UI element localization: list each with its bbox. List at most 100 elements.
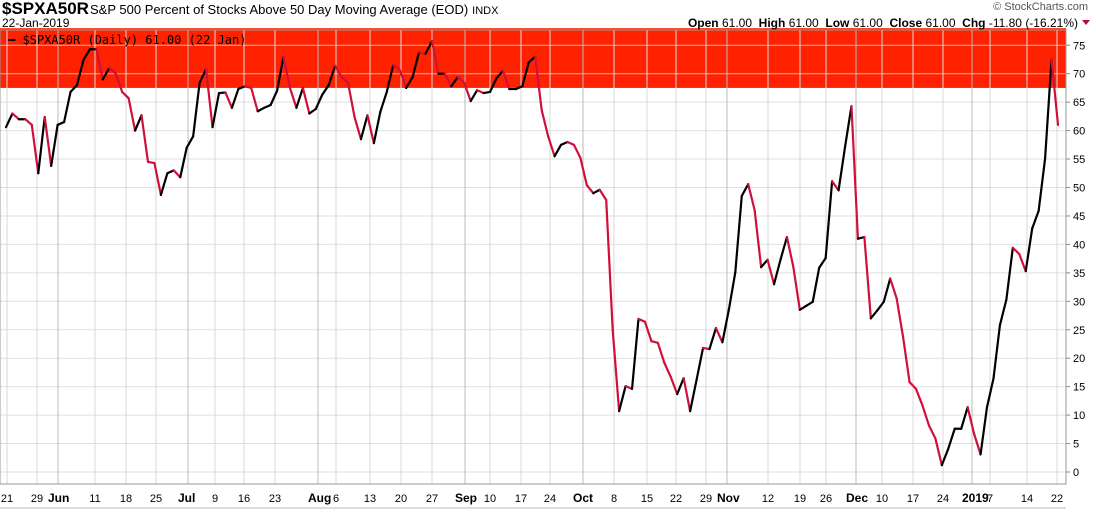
x-tick-label: Sep (455, 491, 477, 505)
x-tick-label: 29 (31, 493, 43, 505)
series-segment (430, 40, 440, 75)
series-segment (1050, 58, 1060, 127)
series-segment (379, 90, 388, 113)
series-segment (185, 135, 195, 149)
series-segment (611, 328, 621, 413)
series-segment (985, 377, 995, 409)
x-tick-label: 20 (395, 493, 407, 505)
series-segment (831, 180, 840, 192)
series-segment (721, 308, 730, 344)
series-segment (101, 66, 111, 81)
series-segment (630, 317, 640, 391)
legend-text: $SPXA50R (Daily) 61.00 (22 Jan) (22, 33, 247, 47)
series-segment (456, 76, 466, 84)
series-segment (224, 91, 233, 109)
series-segment (1024, 227, 1034, 273)
x-tick-label: 10 (876, 493, 888, 505)
series-segment (927, 424, 937, 440)
high-label: High (758, 16, 786, 30)
y-tick-label: 20 (1073, 353, 1085, 365)
series-segment (121, 90, 130, 100)
series-segment (127, 97, 137, 132)
series-segment (469, 89, 479, 103)
x-tick-label: Dec (846, 491, 868, 505)
x-tick-label: 27 (426, 493, 438, 505)
series-segment (585, 184, 595, 195)
x-tick-label: 29 (700, 493, 712, 505)
x-tick-label: 22 (1051, 493, 1063, 505)
series-segment (172, 169, 182, 179)
series-segment (592, 188, 601, 195)
series-segment (82, 48, 92, 62)
series-segment (237, 85, 246, 91)
series-segment (30, 123, 40, 175)
y-tick-label: 55 (1073, 154, 1085, 166)
series-segment (392, 64, 401, 71)
series-segment (314, 93, 324, 111)
series-segment (75, 58, 85, 87)
series-segment (553, 143, 563, 158)
series-segment (972, 432, 982, 456)
x-tick-label: 23 (269, 493, 281, 505)
series-segment (527, 55, 537, 64)
series-segment (346, 81, 356, 119)
series-segment (882, 277, 892, 303)
series-segment (501, 69, 511, 91)
series-segment (902, 336, 911, 384)
series-segment (559, 140, 569, 146)
series-segment (824, 180, 834, 260)
series-segment (198, 68, 208, 84)
series-segment (450, 76, 459, 88)
series-segment (805, 300, 814, 307)
exchange: INDX (472, 5, 499, 17)
series-segment (1043, 58, 1053, 160)
series-segment (566, 140, 576, 146)
series-segment (998, 298, 1008, 327)
x-tick-label: 18 (120, 493, 132, 505)
series-segment (895, 297, 905, 339)
down-triangle-icon (1082, 20, 1090, 25)
y-tick-label: 45 (1073, 211, 1085, 223)
series-segment (695, 346, 705, 381)
y-tick-label: 50 (1073, 183, 1085, 195)
series-segment (914, 387, 924, 407)
series-segment (398, 68, 408, 90)
series-segment (682, 377, 692, 413)
x-tick-label: 16 (238, 493, 250, 505)
series-segment (689, 378, 698, 413)
series-segment (734, 194, 743, 274)
series-segment (708, 326, 718, 351)
x-tick-label: 10 (484, 493, 496, 505)
y-tick-label: 5 (1073, 439, 1079, 451)
close-label: Close (889, 16, 923, 30)
symbol: $SPXA50R (2, 0, 89, 18)
x-tick-label: 24 (937, 493, 949, 505)
x-tick-label: Oct (573, 491, 593, 505)
series-segment (295, 86, 304, 109)
low-label: Low (825, 16, 850, 30)
series-segment (727, 271, 737, 311)
y-tick-label: 40 (1073, 239, 1085, 251)
series-segment (843, 105, 853, 149)
series-segment (204, 68, 214, 129)
series-segment (521, 61, 530, 88)
series-segment (256, 106, 266, 113)
series-segment (598, 188, 608, 202)
series-segment (837, 146, 847, 192)
series-segment (979, 406, 989, 456)
title-text: S&P 500 Percent of Stocks Above 50 Day M… (90, 2, 469, 17)
series-segment (921, 404, 931, 427)
y-tick-label: 65 (1073, 97, 1085, 109)
series-segment (863, 235, 872, 320)
series-segment (966, 406, 976, 435)
y-tick-label: 0 (1073, 467, 1079, 479)
x-tick-label: 19 (794, 493, 806, 505)
series-segment (534, 55, 543, 112)
x-tick-label: 8 (611, 493, 617, 505)
series-segment (405, 76, 414, 90)
y-tick-label: 30 (1073, 296, 1085, 308)
open-value: 61.00 (721, 16, 752, 30)
y-tick-label: 75 (1073, 40, 1085, 52)
series-segment (676, 377, 685, 396)
